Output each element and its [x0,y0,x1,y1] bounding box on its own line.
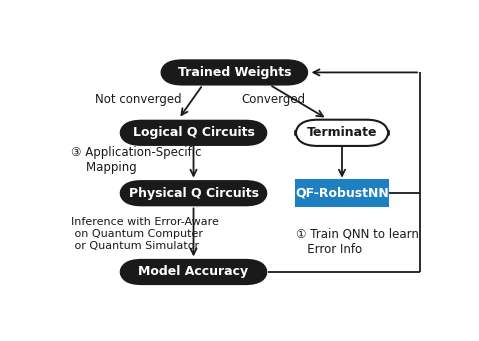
FancyBboxPatch shape [119,259,268,285]
FancyBboxPatch shape [296,120,388,146]
Text: Converged: Converged [241,93,306,106]
Text: Not converged: Not converged [94,93,181,106]
Text: Logical Q Circuits: Logical Q Circuits [133,126,254,139]
Text: Model Accuracy: Model Accuracy [138,266,249,279]
Text: Physical Q Circuits: Physical Q Circuits [128,187,259,200]
Text: Trained Weights: Trained Weights [178,66,291,79]
FancyBboxPatch shape [119,180,268,206]
Text: QF-RobustNN: QF-RobustNN [295,187,389,200]
Text: Terminate: Terminate [307,126,377,139]
FancyBboxPatch shape [296,180,388,206]
Text: Inference with Error-Aware
 on Quantum Computer
 or Quantum Simulator: Inference with Error-Aware on Quantum Co… [71,217,219,251]
FancyBboxPatch shape [160,59,308,86]
Text: ① Train QNN to learn
   Error Info: ① Train QNN to learn Error Info [296,228,419,256]
FancyBboxPatch shape [119,120,268,146]
Text: ③ Application-Specific
    Mapping: ③ Application-Specific Mapping [71,146,202,174]
